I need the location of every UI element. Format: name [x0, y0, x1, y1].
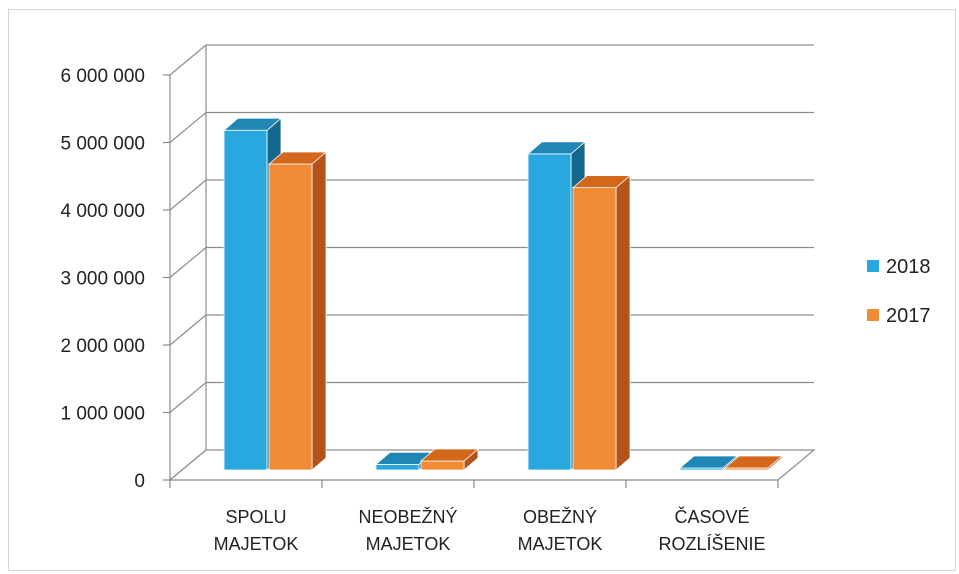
bar-top [419, 448, 480, 462]
bar-top [526, 141, 587, 155]
bar-top [571, 175, 632, 189]
bar-top [267, 151, 328, 165]
y-tick-label: 3 000 000 [60, 269, 145, 290]
x-category-label: NEOBEŽNÝ [358, 507, 457, 527]
gridline [169, 111, 814, 143]
bar-top [678, 455, 739, 469]
y-tick-label: 2 000 000 [60, 336, 145, 357]
bar-top [222, 117, 283, 131]
bar [223, 129, 268, 471]
legend-swatch [867, 309, 879, 321]
bar [527, 153, 572, 471]
y-axis: 0 1 000 000 2 000 000 3 000 000 4 000 000 5 0… [60, 66, 171, 492]
y-tick-label: 1 000 000 [60, 404, 145, 425]
legend: 2018 2017 [867, 256, 931, 327]
y-tick-label: 6 000 000 [60, 66, 145, 87]
bar [572, 187, 617, 471]
x-category-label: SPOLU [225, 507, 286, 527]
x-category-label: ROZLÍŠENIE [658, 533, 765, 554]
floor [168, 449, 816, 481]
y-tick-label: 0 [134, 471, 145, 492]
y-tick-label: 4 000 000 [60, 201, 145, 222]
x-axis: SPOLU MAJETOK NEOBEŽNÝ MAJETOK OBEŽNÝ MAJETOK… [169, 480, 779, 554]
bar [375, 463, 420, 471]
bars [222, 117, 784, 471]
bar-side [311, 151, 327, 471]
x-category-label: MAJETOK [518, 534, 603, 554]
x-category-label: OBEŽNÝ [523, 507, 597, 527]
gridline [169, 44, 814, 76]
x-category-label: ČASOVÉ [674, 506, 749, 527]
bar [420, 460, 465, 471]
y-tick-label: 5 000 000 [60, 134, 145, 155]
bar-top [723, 455, 784, 469]
legend-label: 2018 [886, 256, 931, 278]
bar-side [615, 174, 631, 471]
legend-label: 2017 [886, 305, 931, 327]
bar [268, 163, 313, 471]
x-category-label: MAJETOK [366, 534, 451, 554]
x-category-label: MAJETOK [214, 534, 299, 554]
legend-swatch [867, 260, 879, 272]
